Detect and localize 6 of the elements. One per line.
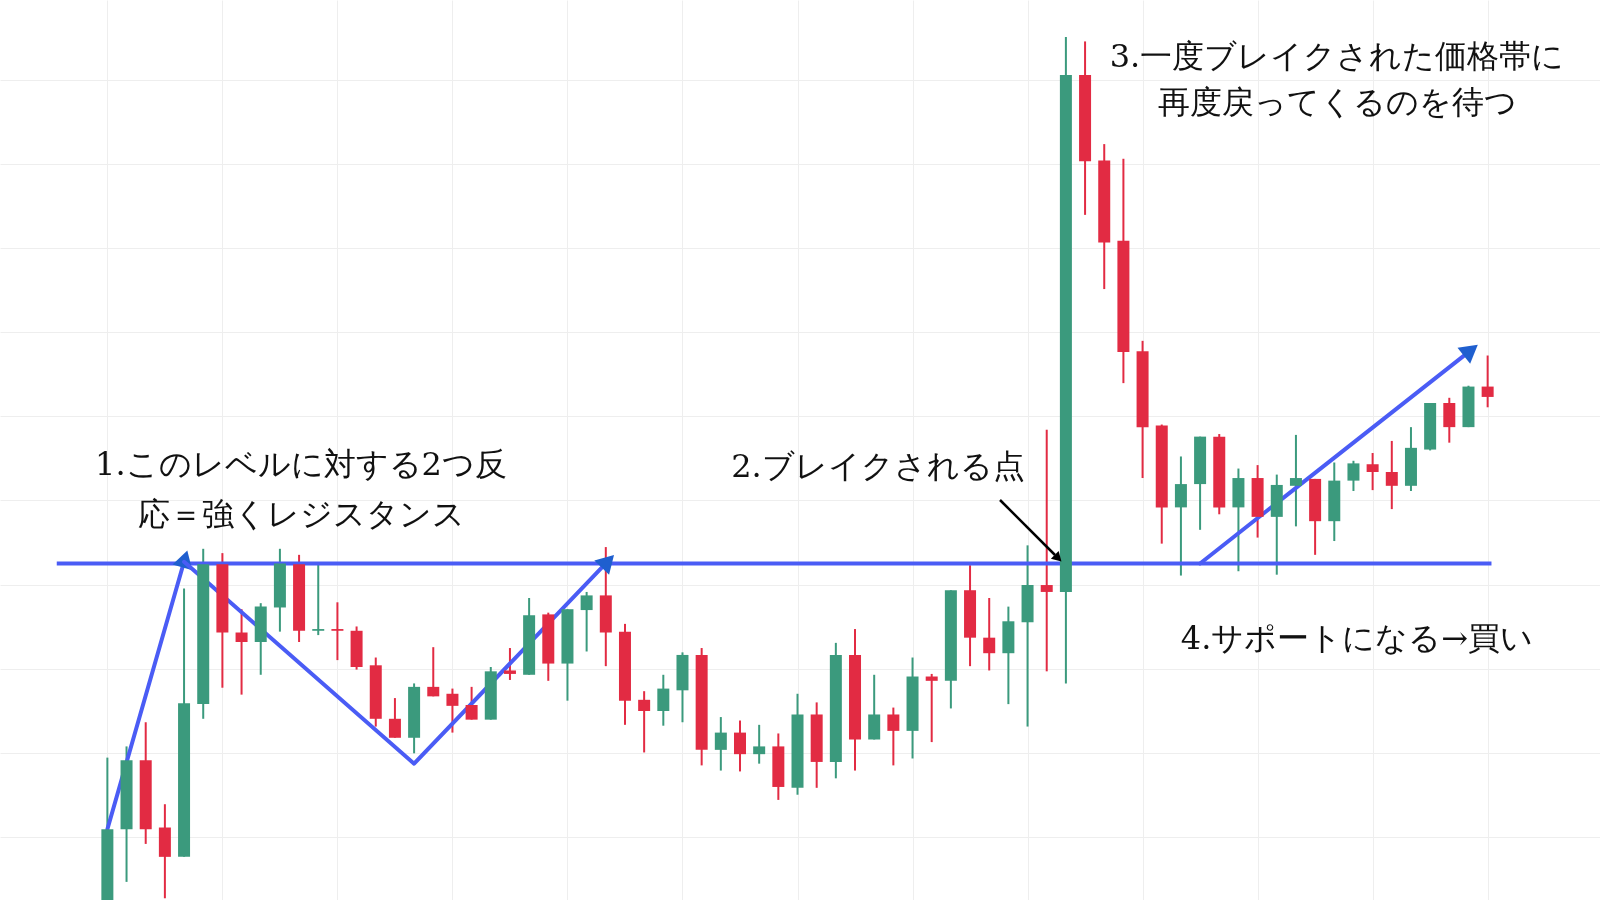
annotation: 再度戻ってくるのを待つ xyxy=(1157,83,1517,121)
annotation: 4.サポートになる→買い xyxy=(1180,619,1534,657)
annotation: 2.ブレイクされる点 xyxy=(731,447,1025,485)
annotation: 応＝強くレジスタンス xyxy=(137,495,465,533)
annotation: 1.このレベルに対する2つ反 xyxy=(95,445,507,483)
annotation: 3.一度ブレイクされた価格帯に xyxy=(1109,37,1565,75)
